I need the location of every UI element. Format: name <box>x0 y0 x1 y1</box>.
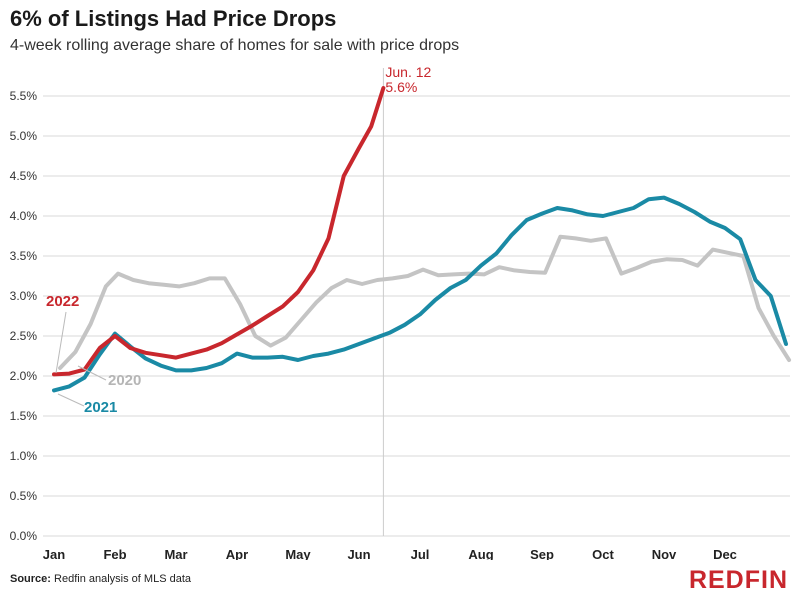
source-text: Redfin analysis of MLS data <box>54 573 191 585</box>
annotation-date: Jun. 12 <box>385 64 431 80</box>
y-tick-label: 1.5% <box>10 409 38 423</box>
y-tick-label: 3.5% <box>10 249 38 263</box>
series-label-2021-leader <box>57 393 85 407</box>
source-label: Source: <box>10 573 51 585</box>
y-tick-label: 4.5% <box>10 169 38 183</box>
series-label-2022-leader <box>55 311 67 374</box>
series-label-2021: 2021 <box>84 399 117 416</box>
series-lines <box>52 86 792 393</box>
y-tick-label: 3.0% <box>10 289 38 303</box>
y-axis-ticks: 0.0% 0.5% 1.0% 1.5% 2.0% 2.5% 3.0% 3.5% 4.0% 4.5%… <box>10 89 38 543</box>
y-tick-label: 5.5% <box>10 89 38 103</box>
x-axis-ticks: Jan Feb Mar Apr May Jun Jul Aug Sep Oct Nov Dec <box>43 547 737 560</box>
redfin-logo: REDFIN <box>688 566 788 594</box>
y-tick-label: 2.5% <box>10 329 38 343</box>
annotation-value: 5.6% <box>385 79 417 95</box>
chart-title: 6% of Listings Had Price Drops <box>10 6 337 31</box>
line-chart: 0.0% 0.5% 1.0% 1.5% 2.0% 2.5% 3.0% 3.5% 4.0% 4.5%… <box>10 64 792 560</box>
x-tick-label: Mar <box>164 547 187 560</box>
x-tick-label: Dec <box>713 547 737 560</box>
gridlines <box>43 95 790 537</box>
y-tick-label: 4.0% <box>10 209 38 223</box>
x-tick-label: May <box>285 547 311 560</box>
x-tick-label: Aug <box>468 547 493 560</box>
x-tick-label: Feb <box>103 547 126 560</box>
x-tick-label: Apr <box>226 547 248 560</box>
x-tick-label: Oct <box>592 547 614 560</box>
x-tick-label: Nov <box>652 547 677 560</box>
x-tick-label: Jul <box>411 547 430 560</box>
source-note: Source: Redfin analysis of MLS data <box>10 573 191 585</box>
series-label-2020-leader <box>77 365 107 381</box>
series-line-2021 <box>52 195 788 393</box>
x-tick-label: Sep <box>530 547 554 560</box>
series-label-2022: 2022 <box>46 293 79 310</box>
y-tick-label: 5.0% <box>10 129 38 143</box>
y-tick-label: 2.0% <box>10 369 38 383</box>
series-labels: 2022 2020 2021 <box>46 293 141 416</box>
y-tick-label: 1.0% <box>10 449 38 463</box>
y-tick-label: 0.5% <box>10 489 38 503</box>
y-tick-label: 0.0% <box>10 529 38 543</box>
series-line-2020 <box>58 234 792 370</box>
chart-subtitle: 4-week rolling average share of homes fo… <box>10 37 460 54</box>
series-line-2022 <box>52 86 386 377</box>
series-label-2020: 2020 <box>108 372 141 389</box>
x-tick-label: Jan <box>43 547 65 560</box>
x-tick-label: Jun <box>347 547 370 560</box>
